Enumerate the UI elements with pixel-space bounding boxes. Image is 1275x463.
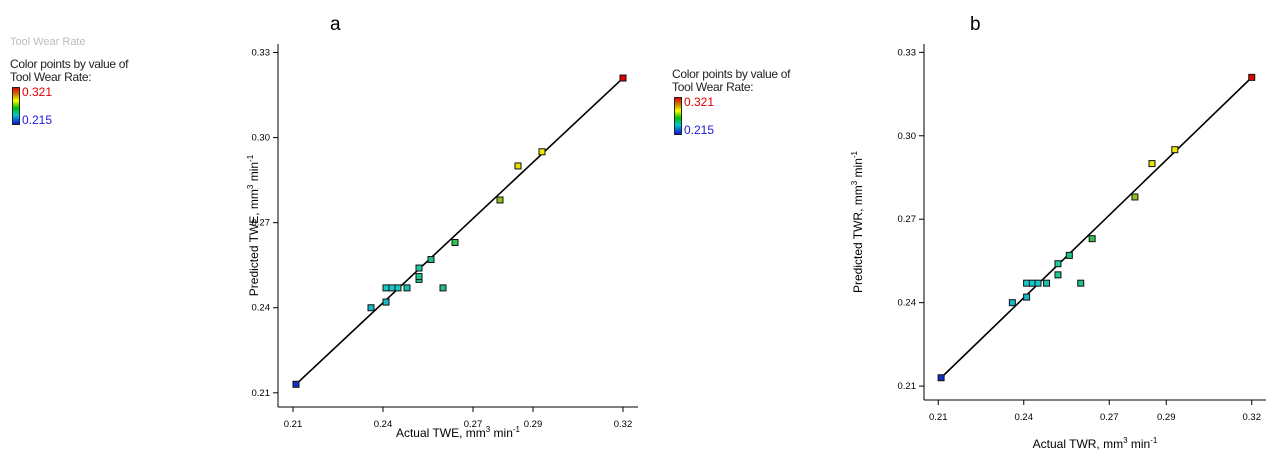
x-tick-label: 0.21: [284, 419, 303, 430]
x-tick-label: 0.24: [374, 419, 393, 430]
legend-max-value: 0.321: [684, 95, 715, 109]
data-point: [382, 284, 390, 292]
data-point: [427, 256, 435, 264]
data-point: [388, 284, 396, 292]
color-scale-bar: [12, 87, 20, 125]
x-tick-label: 0.27: [464, 419, 483, 430]
data-point: [619, 74, 627, 82]
color-legend-middle: Color points by value of Tool Wear Rate:…: [672, 67, 791, 138]
legend-caption-line1: Color points by value of: [10, 57, 129, 71]
data-point: [451, 239, 459, 247]
panel-label-b: b: [970, 14, 981, 35]
panel-label-a: a: [330, 14, 341, 35]
data-point: [367, 304, 375, 312]
data-point: [292, 380, 300, 388]
y-tick-label: 0.33: [252, 48, 271, 59]
data-point: [415, 273, 423, 281]
y-tick-label: 0.24: [252, 303, 271, 314]
legend-max-value: 0.321: [22, 85, 53, 99]
data-point: [514, 162, 522, 170]
y-tick-label: 0.30: [252, 133, 271, 144]
x-tick-label: 0.32: [614, 419, 633, 430]
data-point: [415, 264, 423, 272]
y-tick-label: 0.21: [252, 388, 271, 399]
x-tick-label: 0.29: [524, 419, 543, 430]
y-axis-label: Predicted TWE, mm3 min-1: [246, 154, 261, 296]
data-point: [403, 284, 411, 292]
color-legend-left: Tool Wear Rate Color points by value of …: [10, 36, 129, 127]
data-point: [439, 284, 447, 292]
data-point: [382, 298, 390, 306]
legend-caption-line1: Color points by value of: [672, 67, 791, 81]
y-tick-label: 0.27: [252, 218, 271, 229]
color-scale-bar: [674, 97, 682, 135]
legend-caption-line2: Tool Wear Rate:: [672, 80, 754, 94]
legend-faded-caption: Tool Wear Rate: [10, 36, 86, 48]
data-point: [496, 196, 504, 204]
legend-caption-line2: Tool Wear Rate:: [10, 70, 92, 84]
x-axis-label: Actual TWE, mm3 min-1: [396, 425, 521, 440]
legend-min-value: 0.215: [684, 123, 715, 137]
legend-min-value: 0.215: [22, 113, 53, 127]
data-point: [538, 148, 546, 156]
data-point: [394, 284, 402, 292]
fit-line: [295, 77, 624, 385]
